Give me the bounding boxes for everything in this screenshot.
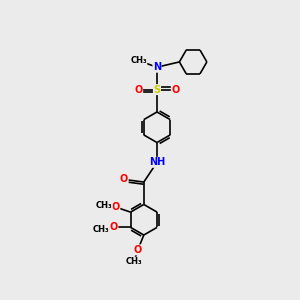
Text: O: O (110, 222, 118, 233)
Text: O: O (134, 245, 142, 255)
Text: S: S (153, 85, 161, 94)
Text: O: O (134, 85, 143, 94)
Text: O: O (171, 85, 179, 94)
Text: N: N (153, 62, 161, 72)
Text: CH₃: CH₃ (96, 201, 112, 210)
Text: CH₃: CH₃ (93, 225, 109, 234)
Text: O: O (120, 174, 128, 184)
Text: CH₃: CH₃ (126, 257, 142, 266)
Text: CH₃: CH₃ (130, 56, 147, 65)
Text: O: O (112, 202, 120, 212)
Text: NH: NH (149, 157, 165, 167)
